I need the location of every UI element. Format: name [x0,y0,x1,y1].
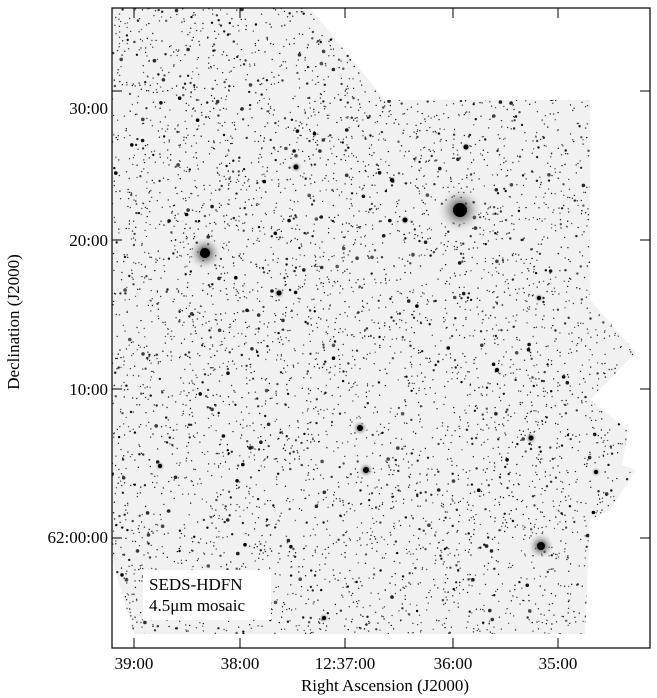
axis-tick-marks [112,8,650,648]
x-tick-label: 38:00 [220,654,260,673]
mosaic-caption-box: SEDS-HDFN 4.5μm mosaic [143,570,271,620]
bright-stars [155,142,601,623]
y-tick-label: 10:00 [69,380,108,399]
x-tick-label: 39:00 [114,654,154,673]
y-tick-label: 62:00:00 [47,528,108,547]
survey-field [112,8,636,634]
x-tick-label: 12:37:00 [314,654,376,673]
y-tick-label: 20:00 [69,231,108,250]
y-axis-label: Declination (J2000) [4,254,23,390]
x-axis-label: Right Ascension (J2000) [300,676,470,695]
y-tick-label: 30:00 [69,99,108,118]
caption-survey-name: SEDS-HDFN [149,575,243,594]
x-tick-label: 36:00 [433,654,473,673]
caption-band: 4.5μm mosaic [149,596,245,615]
x-tick-label: 35:00 [538,654,578,673]
plot-frame [111,7,651,649]
